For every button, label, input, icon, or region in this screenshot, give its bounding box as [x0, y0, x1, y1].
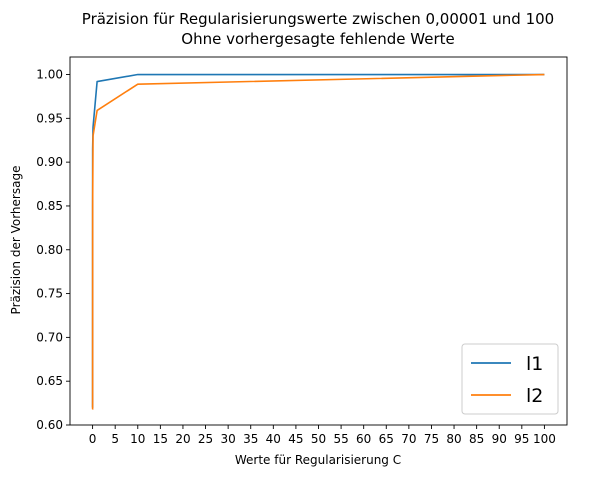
legend-label-l1: l1 [526, 353, 543, 375]
x-tick-label: 65 [379, 432, 394, 446]
x-tick-label: 55 [333, 432, 348, 446]
y-tick-label: 0.60 [36, 418, 63, 432]
x-tick-label: 85 [469, 432, 484, 446]
legend-box [461, 343, 559, 415]
y-tick-label: 1.00 [36, 68, 63, 82]
plot-area: 0 5 10 15 20 25 30 35 40 45 50 55 60 65 70 75 80 85 90 95 10… [36, 56, 568, 446]
series-line-l2 [91, 73, 545, 411]
x-axis-label: Werte für Regularisierung C [235, 453, 401, 467]
x-tick-label: 30 [220, 432, 235, 446]
x-tick-label: 5 [111, 432, 119, 446]
y-tick-label: 0.80 [36, 243, 63, 257]
y-tick-label: 0.75 [36, 287, 63, 301]
chart-title: Präzision für Regularisierungswerte zwis… [82, 10, 554, 28]
x-tick-label: 100 [533, 432, 556, 446]
x-tick-label: 80 [446, 432, 461, 446]
x-tick-label: 10 [130, 432, 145, 446]
y-tick-label: 0.85 [36, 199, 63, 213]
x-tick-label: 95 [514, 432, 529, 446]
x-tick-label: 70 [401, 432, 416, 446]
y-tick-label: 0.70 [36, 330, 63, 344]
x-tick-label: 20 [175, 432, 190, 446]
x-tick-label: 15 [153, 432, 168, 446]
x-tick-label: 75 [424, 432, 439, 446]
y-tick-label: 0.65 [36, 374, 63, 388]
x-tick-label: 90 [492, 432, 507, 446]
x-tick-label: 25 [198, 432, 213, 446]
y-axis-label: Präzision der Vorhersage [9, 166, 23, 315]
x-tick-label: 35 [243, 432, 258, 446]
x-tick-label: 0 [89, 432, 97, 446]
chart-subtitle: Ohne vorhergesagte fehlende Werte [181, 30, 454, 48]
x-tick-label: 45 [288, 432, 303, 446]
y-tick-label: 0.95 [36, 111, 63, 125]
x-tick-label: 60 [356, 432, 371, 446]
x-tick-label: 40 [266, 432, 281, 446]
legend-label-l2: l2 [526, 385, 543, 407]
x-tick-label: 50 [311, 432, 326, 446]
y-tick-label: 0.90 [36, 155, 63, 169]
